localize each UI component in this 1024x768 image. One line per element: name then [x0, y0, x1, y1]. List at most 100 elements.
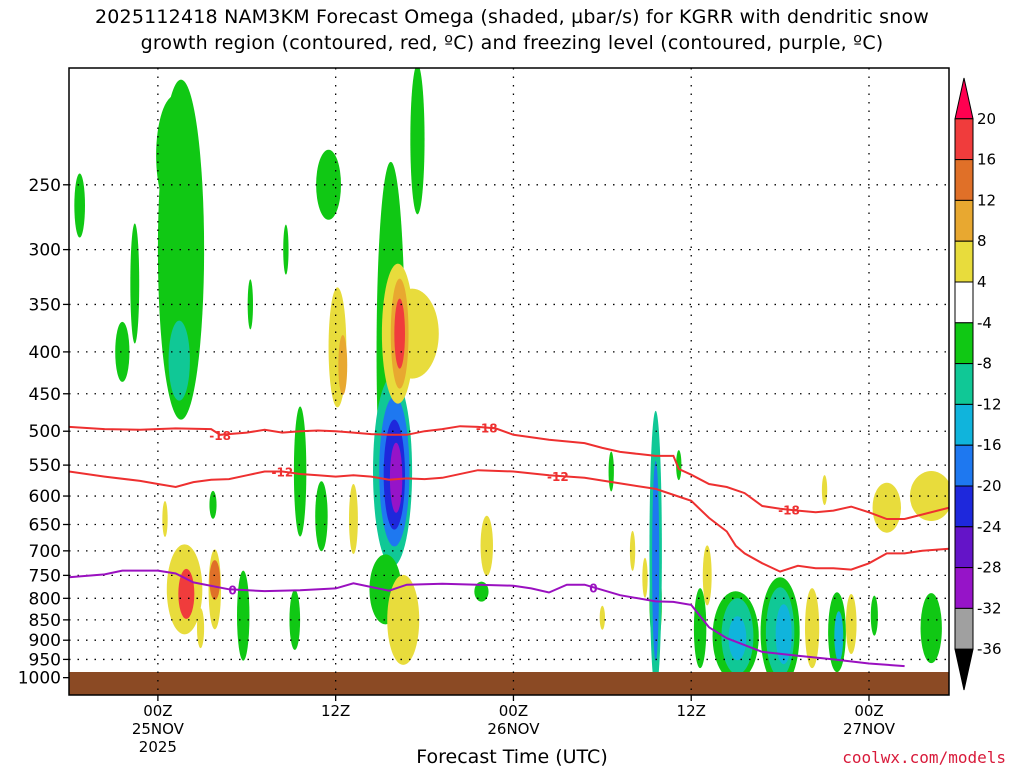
- omega-blob: [168, 320, 190, 401]
- y-tick-label: 500: [29, 422, 61, 442]
- colorbar-triangle-bottom: [954, 648, 974, 691]
- contour--12: [69, 469, 949, 573]
- chart-title-line1: 2025112418 NAM3KM Forecast Omega (shaded…: [94, 6, 930, 28]
- omega-blob: [676, 450, 682, 481]
- colorbar-swatch: [954, 363, 974, 405]
- colorbar-swatch: [954, 485, 974, 528]
- colorbar-triangle-top: [954, 77, 974, 120]
- omega-blob: [870, 595, 878, 636]
- x-tick-label: 00Z: [499, 702, 528, 720]
- colorbar-label: -28: [977, 559, 1002, 577]
- omega-blob: [728, 616, 747, 661]
- omega-shading: [74, 68, 949, 691]
- omega-blob: [410, 68, 425, 215]
- y-tick-label: 800: [29, 589, 61, 609]
- contour-label: -18: [209, 429, 231, 443]
- ground-terrain: [69, 672, 949, 695]
- omega-blob: [389, 442, 403, 513]
- omega-blob: [834, 611, 844, 662]
- omega-blob: [74, 173, 85, 238]
- omega-blob: [920, 593, 942, 664]
- credit-text: coolwx.com/models: [842, 748, 1006, 767]
- omega-blob: [209, 560, 221, 601]
- omega-blob: [237, 570, 250, 661]
- omega-blob: [247, 279, 253, 330]
- y-tick-label: 850: [29, 611, 61, 631]
- colorbar-swatch: [954, 607, 974, 650]
- omega-blob: [599, 605, 605, 630]
- x-tick-date: 25NOV: [132, 720, 185, 738]
- omega-blob: [693, 588, 707, 669]
- omega-blob: [115, 321, 130, 382]
- y-tick-label: 250: [29, 176, 61, 196]
- colorbar-label: 4: [977, 273, 987, 291]
- colorbar-label: -8: [977, 355, 992, 373]
- omega-blob: [209, 490, 217, 519]
- omega-blob: [387, 574, 420, 665]
- colorbar-label: 12: [977, 191, 996, 209]
- omega-blob: [775, 604, 792, 665]
- y-tick-label: 900: [29, 631, 61, 651]
- colorbar-swatch: [954, 118, 974, 161]
- contour--18: [69, 425, 949, 520]
- omega-blob: [316, 149, 341, 220]
- colorbar-label: -20: [977, 477, 1002, 495]
- y-axis: 2503003504004505005506006507007508008509…: [18, 176, 69, 689]
- colorbar-label: -36: [977, 640, 1002, 658]
- contour-labels: -18 -18 -18 -12 -12 0 0: [209, 422, 800, 598]
- colorbar-swatch: [954, 444, 974, 487]
- x-tick-label: 12Z: [321, 702, 350, 720]
- omega-blob: [608, 451, 614, 492]
- omega-blob: [872, 482, 901, 533]
- contour-label: -18: [476, 422, 498, 436]
- y-tick-label: 1000: [18, 669, 61, 689]
- x-tick-year: 2025: [139, 738, 177, 756]
- colorbar-swatch: [954, 159, 974, 201]
- colorbar-swatch: [954, 240, 974, 283]
- omega-blob: [480, 515, 493, 576]
- omega-blob: [338, 334, 348, 395]
- omega-blob: [394, 298, 405, 369]
- contour-label: -18: [778, 504, 800, 518]
- y-tick-label: 700: [29, 542, 61, 562]
- contour-label: -12: [547, 470, 569, 484]
- colorbar-label: -12: [977, 395, 1002, 413]
- omega-blob: [289, 589, 301, 650]
- omega-blob: [293, 406, 307, 537]
- omega-blob: [162, 500, 168, 537]
- colorbar-label: -32: [977, 599, 1002, 617]
- y-tick-label: 600: [29, 487, 61, 507]
- colorbar-swatch: [954, 281, 974, 324]
- colorbar-swatch: [954, 526, 974, 569]
- contour-label: 0: [228, 584, 236, 598]
- omega-blob: [642, 557, 648, 598]
- y-tick-label: 550: [29, 456, 61, 476]
- omega-blob: [197, 608, 205, 649]
- x-tick-label: 00Z: [854, 702, 883, 720]
- colorbar-label: 8: [977, 232, 987, 250]
- omega-blob: [315, 481, 328, 552]
- x-axis-title: Forecast Time (UTC): [416, 746, 608, 768]
- colorbar: 20 16 12 8 4 -4 -8 -12 -16 -20 -24 -28 -32 -36: [954, 77, 1002, 691]
- omega-blob: [629, 530, 636, 571]
- omega-blob: [652, 460, 660, 661]
- colorbar-swatch: [954, 403, 974, 446]
- x-tick-label: 12Z: [677, 702, 706, 720]
- y-tick-label: 350: [29, 295, 61, 315]
- y-tick-label: 750: [29, 566, 61, 586]
- colorbar-swatch: [954, 322, 974, 365]
- y-tick-label: 450: [29, 385, 61, 405]
- y-tick-label: 650: [29, 515, 61, 535]
- contour-label: 0: [589, 581, 597, 595]
- chart-title-line2: growth region (contoured, red, ºC) and f…: [140, 32, 884, 54]
- plot-frame: [68, 67, 950, 696]
- x-tick-label: 00Z: [143, 702, 172, 720]
- omega-blob: [821, 475, 828, 506]
- colorbar-label: -16: [977, 436, 1002, 454]
- colorbar-label: 16: [977, 151, 996, 169]
- omega-blob: [349, 483, 358, 554]
- x-tick-date: 27NOV: [843, 720, 896, 738]
- omega-blob: [845, 594, 857, 655]
